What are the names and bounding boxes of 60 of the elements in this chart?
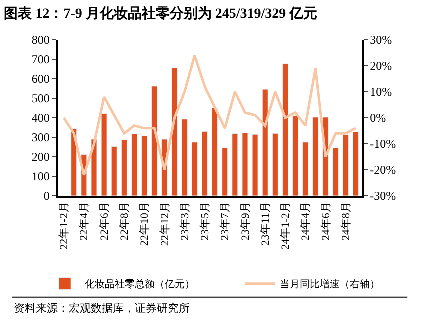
y-tick-label: 200 <box>32 150 50 164</box>
bar <box>332 148 339 196</box>
bar <box>312 117 319 196</box>
bar <box>202 131 208 196</box>
y-tick-label: 800 <box>32 33 50 48</box>
bar <box>182 119 188 196</box>
y2-tick-label: 0% <box>370 111 386 126</box>
x-tick-label: 23年3月 <box>179 202 192 241</box>
y2-tick-label: -20% <box>370 163 396 178</box>
chart-title: 图表 12：7-9 月化妆品社零分别为 245/319/329 亿元 <box>4 6 318 22</box>
bar <box>302 142 309 196</box>
bar <box>121 140 128 196</box>
bar <box>222 148 228 196</box>
y-tick-label: 500 <box>32 92 50 106</box>
bar <box>172 68 178 196</box>
bar <box>242 132 248 196</box>
y2-tick-label: -30% <box>370 189 396 204</box>
bar <box>101 113 108 196</box>
x-tick-label: 23年7月 <box>220 202 232 241</box>
bar <box>352 132 359 196</box>
y-tick-label: 700 <box>32 52 50 67</box>
bar <box>342 134 349 196</box>
x-tick-label: 22年4月 <box>78 202 91 241</box>
bar <box>272 133 278 196</box>
bar <box>252 134 258 196</box>
bar <box>282 64 289 196</box>
x-tick-label: 22年1-2月 <box>58 202 71 250</box>
y-tick-label: 300 <box>32 130 50 145</box>
text: 资料来源：宏观数据库，证券研究所 <box>14 302 190 315</box>
bar <box>142 136 148 196</box>
y-tick-label: 100 <box>32 170 50 184</box>
y-tick-label: 400 <box>32 111 50 126</box>
x-tick-label: 22年10月 <box>139 202 152 246</box>
x-tick-label: 24年4月 <box>300 202 312 241</box>
x-tick-label: 24年6月 <box>320 202 332 241</box>
legend-label: 当月同比增速（右轴） <box>280 278 380 291</box>
y2-tick-label: 30% <box>370 33 392 48</box>
bar <box>232 134 238 196</box>
y-tick-label: 600 <box>32 72 50 86</box>
x-tick-label: 23年5月 <box>200 202 212 241</box>
x-tick-label: 22年6月 <box>98 202 111 241</box>
line-series <box>62 54 358 176</box>
bar <box>292 116 299 196</box>
bar <box>152 86 158 196</box>
bar <box>131 134 138 196</box>
x-tick-label: 22年8月 <box>119 202 132 241</box>
bar <box>212 108 218 196</box>
x-tick-label: 24年8月 <box>340 202 352 241</box>
x-tick-label: 22年12月 <box>159 202 172 246</box>
x-tick-label: 23年9月 <box>240 202 252 241</box>
y-tick-label: 0 <box>44 189 50 204</box>
bar <box>262 89 268 196</box>
legend-label: 化妆品社零总额（亿元） <box>85 278 196 291</box>
bar <box>192 142 198 196</box>
x-tick-label: 23年11月 <box>260 202 272 246</box>
y2-tick-label: 20% <box>370 59 392 74</box>
bar <box>111 146 118 196</box>
y2-tick-label: 10% <box>370 85 392 100</box>
x-tick-label: 24年1-2月 <box>280 202 292 250</box>
y2-tick-label: -10% <box>370 137 396 152</box>
